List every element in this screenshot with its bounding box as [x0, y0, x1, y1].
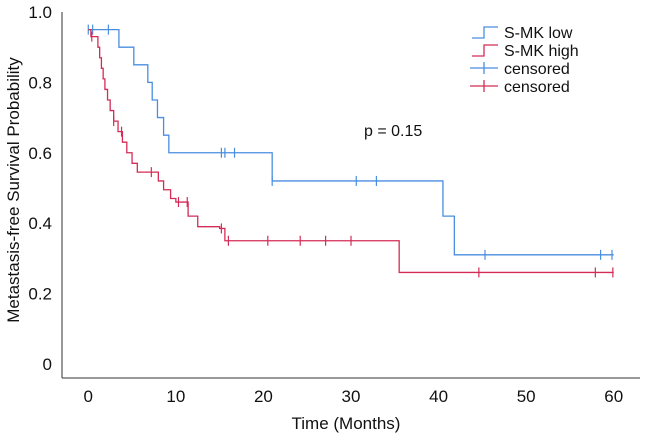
- legend-censor-icon: [470, 80, 498, 92]
- legend-item: S-MK low: [472, 25, 573, 42]
- tick-labels: 0 10 20 30 40 50 60 0 0.2 0.4 0.6 0.8 1.0: [28, 3, 623, 406]
- legend-label: S-MK high: [504, 43, 579, 60]
- axes: [61, 12, 640, 379]
- legend-censor-icon: [470, 62, 498, 74]
- legend-item: censored: [470, 79, 570, 96]
- p-value-annotation: p = 0.15: [364, 123, 422, 140]
- survival-curve-low: [88, 28, 614, 256]
- x-tick-label: 20: [254, 387, 273, 406]
- y-tick-label: 1.0: [28, 3, 52, 22]
- plot-area: [87, 24, 614, 278]
- legend-label: S-MK low: [504, 25, 573, 42]
- legend-label: censored: [504, 79, 570, 96]
- x-tick-label: 50: [517, 387, 536, 406]
- y-tick-label: 0: [43, 355, 52, 374]
- x-axis-label: Time (Months): [292, 414, 401, 433]
- x-tick-label: 0: [84, 387, 93, 406]
- y-tick-label: 0.2: [28, 285, 52, 304]
- legend-swatch: [472, 26, 498, 39]
- legend-item: S-MK high: [472, 43, 579, 60]
- y-tick-label: 0.4: [28, 214, 52, 233]
- y-tick-label: 0.6: [28, 144, 52, 163]
- legend-item: censored: [470, 61, 570, 78]
- legend-swatch: [472, 44, 498, 57]
- legend-label: censored: [504, 61, 570, 78]
- y-axis-label: Metastasis-free Survival Probability: [4, 57, 23, 323]
- x-tick-label: 10: [166, 387, 185, 406]
- x-tick-label: 30: [342, 387, 361, 406]
- x-tick-label: 40: [429, 387, 448, 406]
- y-tick-label: 0.8: [28, 73, 52, 92]
- x-tick-label: 60: [604, 387, 623, 406]
- survival-curve-high: [88, 28, 614, 274]
